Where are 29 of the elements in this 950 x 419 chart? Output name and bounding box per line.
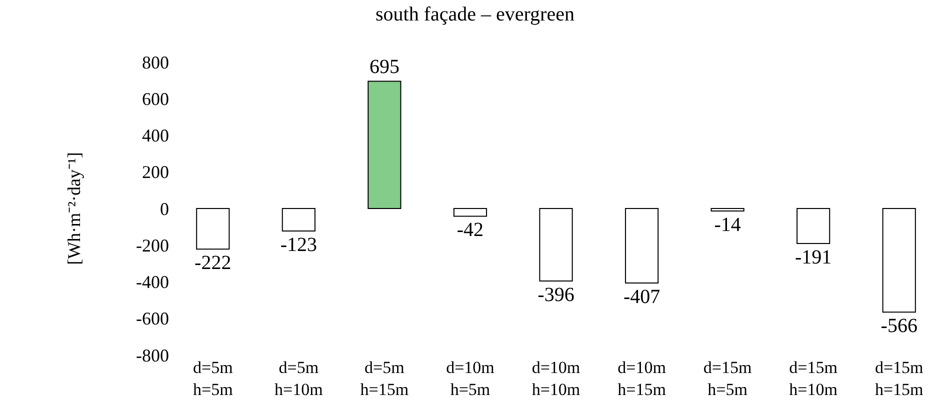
y-tick-label: -800 [136, 345, 169, 366]
data-label: 695 [369, 56, 400, 78]
y-tick-label: 800 [142, 52, 169, 72]
x-tick-label: d=5m h=15m [360, 358, 409, 400]
x-tick-label: d=15m h=15m [874, 358, 924, 400]
data-label: -396 [538, 284, 574, 306]
data-label: -566 [880, 315, 918, 338]
y-tick-label: -600 [136, 308, 169, 329]
x-tick-label: d=15m h=10m [789, 358, 838, 400]
y-tick-label: 0 [160, 198, 169, 219]
y-tick-label: 400 [142, 126, 169, 146]
y-axis-title: [Wh·m⁻²·day⁻¹] [64, 152, 84, 265]
data-label: -42 [456, 219, 484, 242]
chart-title: south façade – evergreen [376, 3, 574, 26]
x-tick-label: d=10m h=10m [532, 358, 580, 400]
data-label: -191 [795, 246, 832, 268]
x-tick-label: d=5m h=10m [274, 358, 323, 400]
data-label: -222 [194, 252, 232, 274]
y-tick-label: -200 [136, 235, 169, 256]
y-tick-label: -400 [136, 272, 169, 292]
y-tick-label: 600 [142, 88, 169, 109]
x-tick-label: d=10m h=15m [618, 358, 666, 400]
data-label: -123 [280, 234, 317, 256]
y-tick-label: 200 [142, 162, 169, 182]
x-tick-label: d=15m h=5m [703, 358, 752, 400]
x-tick-label: d=5m h=5m [192, 358, 233, 400]
data-label: -14 [714, 214, 741, 236]
x-tick-label: d=10m h=5m [446, 358, 494, 400]
data-label: -407 [623, 286, 660, 308]
